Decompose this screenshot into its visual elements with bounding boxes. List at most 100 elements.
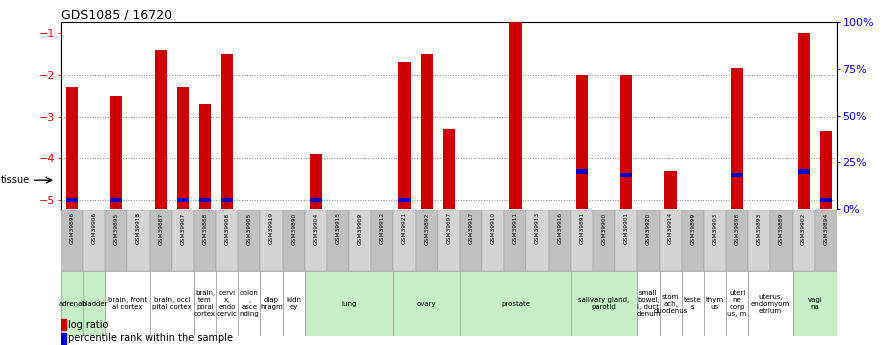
Bar — [221, 198, 233, 203]
Text: GSM39917: GSM39917 — [469, 212, 474, 244]
Bar — [793, 210, 814, 271]
Text: thym
us: thym us — [706, 297, 724, 310]
Bar — [726, 210, 748, 271]
Bar — [616, 210, 637, 271]
Bar — [194, 210, 216, 271]
Bar — [438, 210, 460, 271]
Text: ovary: ovary — [417, 300, 436, 307]
Text: GSM39901: GSM39901 — [624, 212, 629, 244]
Bar — [416, 210, 438, 271]
Text: GSM39898: GSM39898 — [735, 212, 739, 245]
Bar — [393, 210, 416, 271]
Bar — [443, 129, 455, 209]
Text: brain, front
al cortex: brain, front al cortex — [108, 297, 147, 310]
Bar — [150, 271, 194, 336]
Bar — [110, 198, 123, 203]
Text: kidn
ey: kidn ey — [286, 297, 301, 310]
Text: GSM39904: GSM39904 — [314, 212, 318, 245]
Bar — [155, 50, 167, 209]
Bar — [305, 271, 393, 336]
Text: adrenal: adrenal — [59, 300, 85, 307]
Bar — [199, 198, 211, 203]
Bar — [820, 131, 831, 209]
Text: GSM39899: GSM39899 — [690, 212, 695, 245]
Bar — [105, 271, 150, 336]
Bar — [177, 198, 189, 203]
Text: GSM39913: GSM39913 — [535, 212, 540, 244]
Text: vagi
na: vagi na — [807, 297, 822, 310]
Text: log ratio: log ratio — [68, 319, 108, 329]
Text: GSM39907: GSM39907 — [180, 212, 185, 245]
Text: GSM39891: GSM39891 — [580, 212, 584, 244]
Text: small
bowel,
I, duct
denum: small bowel, I, duct denum — [636, 290, 660, 317]
Bar — [327, 210, 349, 271]
Text: GSM39912: GSM39912 — [380, 212, 385, 244]
Bar — [61, 271, 83, 336]
Bar — [748, 271, 793, 336]
Text: brain,
tem
poral
cortex: brain, tem poral cortex — [194, 290, 216, 317]
Bar — [665, 171, 676, 209]
Bar — [349, 210, 371, 271]
Bar — [420, 54, 433, 209]
Bar — [310, 154, 322, 209]
Bar — [527, 210, 548, 271]
Text: GDS1085 / 16720: GDS1085 / 16720 — [61, 8, 172, 21]
Bar — [83, 210, 105, 271]
Bar — [637, 271, 659, 336]
Bar — [620, 173, 633, 177]
Bar — [66, 87, 78, 209]
Bar — [548, 210, 571, 271]
Text: GSM39889: GSM39889 — [779, 212, 784, 245]
Bar — [172, 210, 194, 271]
Text: GSM39894: GSM39894 — [823, 212, 828, 245]
Text: GSM39909: GSM39909 — [358, 212, 363, 245]
Bar — [282, 271, 305, 336]
Bar — [460, 271, 571, 336]
Bar — [177, 87, 189, 209]
Bar — [814, 210, 837, 271]
Bar — [731, 173, 743, 177]
Bar — [571, 210, 593, 271]
Bar — [66, 198, 78, 203]
Bar — [105, 210, 127, 271]
Bar — [221, 54, 233, 209]
Text: GSM39916: GSM39916 — [557, 212, 563, 244]
Bar — [305, 210, 327, 271]
Text: GSM39890: GSM39890 — [291, 212, 297, 245]
Bar — [504, 210, 527, 271]
Bar — [393, 271, 460, 336]
Bar — [571, 271, 637, 336]
Text: cervi
x,
endo
cervic: cervi x, endo cervic — [217, 290, 237, 317]
Text: GSM39906: GSM39906 — [91, 212, 97, 244]
Bar — [682, 210, 704, 271]
Bar — [748, 210, 771, 271]
Bar — [61, 333, 65, 344]
Text: GSM39895: GSM39895 — [114, 212, 119, 245]
Bar — [704, 210, 726, 271]
Bar — [731, 68, 743, 209]
Bar — [199, 104, 211, 209]
Text: teste
s: teste s — [684, 297, 702, 310]
Text: percentile rank within the sample: percentile rank within the sample — [68, 333, 233, 343]
Bar — [399, 198, 410, 203]
Bar — [659, 210, 682, 271]
Text: bladder: bladder — [81, 300, 108, 307]
Text: GSM39903: GSM39903 — [712, 212, 718, 245]
Bar — [820, 198, 831, 203]
Text: GSM39919: GSM39919 — [269, 212, 274, 244]
Bar — [238, 210, 261, 271]
Bar — [261, 271, 282, 336]
Bar — [797, 33, 810, 209]
Bar — [110, 96, 123, 209]
Text: GSM39896: GSM39896 — [70, 212, 74, 244]
Bar — [150, 210, 172, 271]
Text: salivary gland,
parotid: salivary gland, parotid — [579, 297, 630, 310]
Text: GSM39920: GSM39920 — [646, 212, 650, 245]
Bar — [726, 271, 748, 336]
Bar — [216, 271, 238, 336]
Bar — [593, 210, 616, 271]
Bar — [509, 0, 521, 209]
Bar — [61, 319, 65, 330]
Bar — [238, 271, 261, 336]
Bar — [460, 210, 482, 271]
